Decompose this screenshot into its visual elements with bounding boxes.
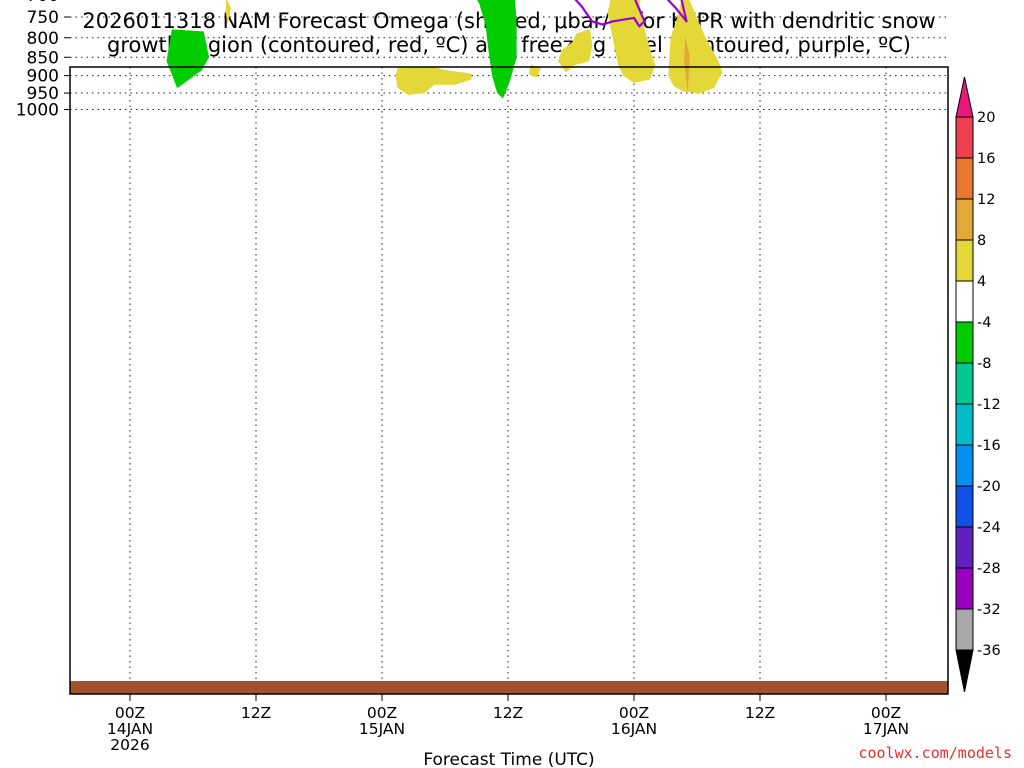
colorbar-segment [955,608,974,651]
y-axis-ticks: 2503003504004505005506006507007508008509… [16,0,70,121]
colorbar-segment [955,444,974,487]
colorbar-label: 8 [977,233,986,249]
colorbar-segment [955,116,974,159]
x-tick-label: 12Z [745,704,775,722]
y-tick-label: 950 [27,84,59,104]
colorbar-label: -8 [977,356,991,372]
watermark: coolwx.com/models [858,744,1012,762]
colorbar-label: 12 [977,192,995,208]
y-tick-label: 700 [27,0,59,6]
omega-region [684,37,690,90]
y-tick-label: 900 [27,67,59,87]
y-tick-label: 850 [27,48,59,68]
plot-frame [69,66,949,695]
x-tick-label: 12Z [493,704,523,722]
colorbar-segment [955,526,974,569]
grid [70,16,948,694]
x-tick-label: 00Z [115,704,145,722]
omega-region [166,29,210,89]
colorbar-label: -16 [977,438,1001,454]
colorbar-label: -4 [977,315,991,331]
colorbar-label: -12 [977,397,1001,413]
colorbar: 20 16 12 8 4 -4 -8 -12 -16 -20 -24 -28 -32 -36 [955,76,1001,693]
colorbar-segment [955,157,974,200]
x-tick-label: 2026 [110,736,149,754]
omega-region [395,66,472,95]
y-tick-label: 1000 [16,101,59,121]
colorbar-label: -20 [977,479,1001,495]
colorbar-label: 20 [977,110,995,126]
colorbar-segment [955,239,974,282]
colorbar-label: -36 [977,643,1001,659]
contour-line [574,0,688,28]
x-tick-label: 12Z [241,704,271,722]
omega-region [558,29,593,73]
colorbar-top-arrow [955,76,974,118]
colorbar-label: -32 [977,602,1001,618]
y-tick-label: 800 [27,29,59,49]
terrain-ground [70,681,948,694]
x-tick-label: 00Z [367,704,397,722]
x-axis-label: Forecast Time (UTC) [423,750,594,768]
colorbar-segment [955,280,974,323]
x-tick-label: 17JAN [863,720,909,738]
colorbar-label: -28 [977,561,1001,577]
x-tick-label: 00Z [871,704,901,722]
x-tick-label: 16JAN [611,720,657,738]
omega-region [668,0,723,94]
y-tick-label: 750 [27,8,59,28]
colorbar-label: 4 [977,274,986,290]
contours: -18-18-18-12-12-12000 [574,0,688,28]
colorbar-segment [955,198,974,241]
colorbar-label: -24 [977,520,1001,536]
x-tick-label: 00Z [619,704,649,722]
colorbar-segment [955,567,974,610]
omega-region [477,0,517,99]
x-tick-label: 15JAN [359,720,405,738]
colorbar-segment [955,403,974,446]
colorbar-segment [955,321,974,364]
colorbar-segment [955,362,974,405]
omega-region [225,0,232,24]
colorbar-label: 16 [977,151,995,167]
colorbar-segment [955,485,974,528]
x-tick-label: 14JAN [107,720,153,738]
colorbar-bottom-arrow [955,649,974,693]
